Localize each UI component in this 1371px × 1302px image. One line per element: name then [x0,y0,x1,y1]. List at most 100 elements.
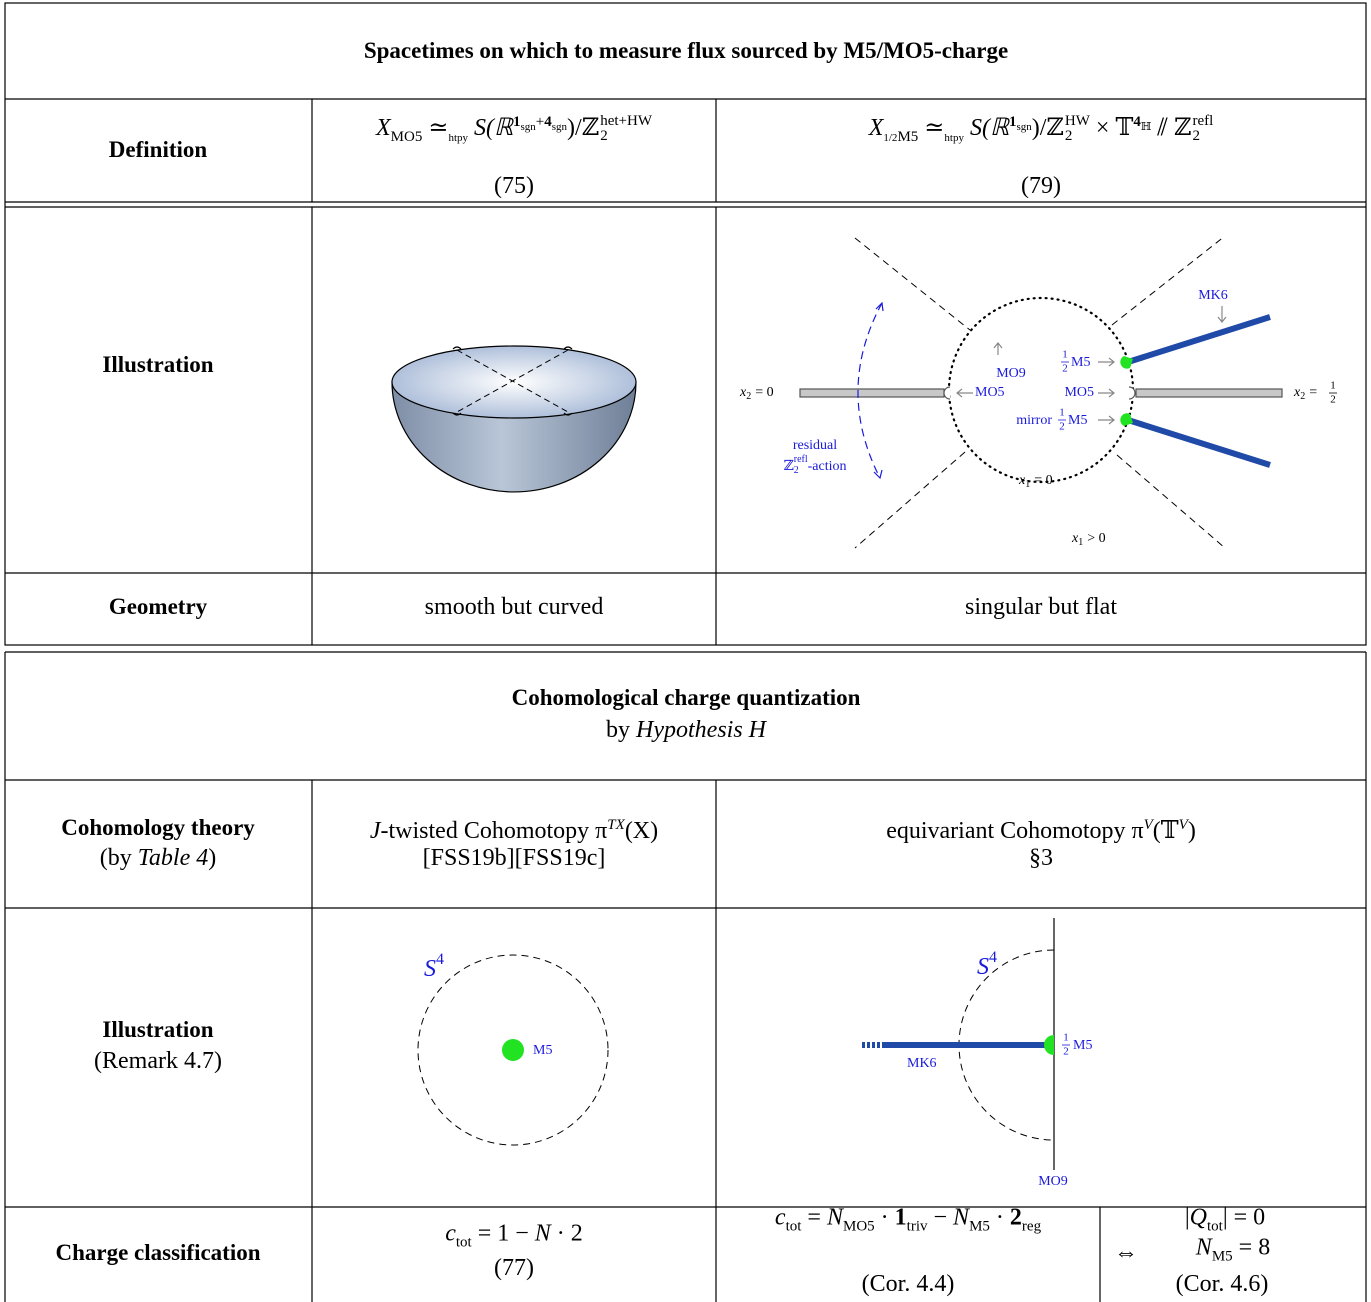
label: 4 [989,949,997,966]
text: | [1184,1204,1190,1231]
shape [1217,306,1227,323]
text: 4 [544,114,552,131]
text: J [369,818,381,844]
text: htpy [944,131,964,144]
label: 1 [1078,537,1083,548]
shape [452,346,462,350]
text: tot [1206,1218,1223,1235]
text: refl [1192,113,1214,130]
label: ℤ2refl-action [784,454,847,476]
shape [1120,356,1133,369]
text: tot [785,1218,802,1235]
text: c [774,1204,786,1231]
shape: HW 2 [1064,114,1090,145]
label: x1 = 0 [1018,473,1053,490]
label: -action [808,459,847,474]
text: htpy [448,131,469,144]
text: = 8 [1238,1234,1271,1261]
label: MO5 [975,385,1005,400]
label: 2 [794,465,799,476]
shape [1127,417,1271,468]
text: = [807,1204,827,1231]
text: ) [1187,818,1196,844]
label: x1 > 0 [1071,531,1106,548]
shape [1098,415,1115,425]
shape: XMO5 ≃htpy S(ℝ1sgn+4sgn)/ℤ het+HW 2 [376,108,652,152]
text: sgn [551,121,568,134]
label: = 0 [1034,473,1052,488]
label: > 0 [1087,531,1105,546]
label: MK6 [1198,288,1228,303]
label: M5 [533,1043,552,1058]
label: 4 [436,951,444,968]
text: X [375,115,391,142]
text: Geometry [108,594,208,619]
text: Charge classification [55,1240,261,1265]
label: 1 [1025,479,1030,490]
text: 2 [1064,128,1073,145]
shape: NM5 = 8 [1196,1234,1270,1271]
shape [875,301,884,312]
shape [1128,386,1136,400]
label: x2 = 0 [739,385,774,402]
orbifold-diagram: MK6 MO9 1 2 M5 MO5 MO5 mirror 1 2 M5 x2 =… [739,235,1337,549]
text: singular but flat [965,594,1117,620]
shape [854,237,971,331]
shape [873,469,883,480]
text: tot [455,1234,472,1251]
text: ) [208,845,217,871]
shape [993,342,1003,355]
shape [956,306,1227,425]
text: by [606,717,631,743]
shape [502,1039,524,1061]
text: · 2 [550,1220,583,1247]
text: (X) [624,818,659,844]
label: 2 [1063,1046,1069,1058]
label: MO5 [1064,385,1094,400]
shape: 1sgn+4sgn [513,114,568,134]
text: (Cor. 4.4) [861,1271,955,1297]
text: c [445,1220,456,1247]
table-lines [4,2,1367,1302]
shape: (by Table 4) [100,844,216,872]
label: x [1293,385,1301,400]
text: ℍ [1140,121,1152,134]
text: equivariant Cohomotopy π [886,818,1144,844]
text: het+HW [600,113,653,130]
text: M5 [1211,1248,1233,1265]
label: MK6 [907,1056,937,1071]
label: S4 [424,951,444,982]
text: Q [1189,1204,1207,1231]
text: V [1143,817,1153,833]
text: Cohomology theory [61,815,255,840]
text: (79) [1021,173,1061,199]
text: TX [607,817,625,833]
text: M5 [969,1218,990,1235]
text: + [535,114,545,131]
text: triv [906,1218,928,1235]
label: 1 [1059,407,1065,419]
shape [1120,413,1133,426]
shape [854,235,1226,549]
shape [857,302,883,479]
text: 1 [1008,114,1017,131]
shape [1116,454,1226,549]
text: [FSS19b][FSS19c] [422,845,606,871]
shape: 1sgn [1008,114,1032,133]
shape [943,386,951,400]
text: X [868,115,884,142]
label: ℤ [784,459,794,474]
shape [1044,1035,1054,1055]
label: x [1018,473,1026,488]
shape [1098,388,1115,398]
label: 2 [1330,394,1336,406]
title: Cohomological charge quantization [511,685,861,710]
text: §3 [1029,845,1053,871]
text: ≃ [924,115,945,142]
text: V [1178,817,1188,833]
text: S(ℝ [969,115,1009,142]
text: MO5 [842,1218,875,1235]
